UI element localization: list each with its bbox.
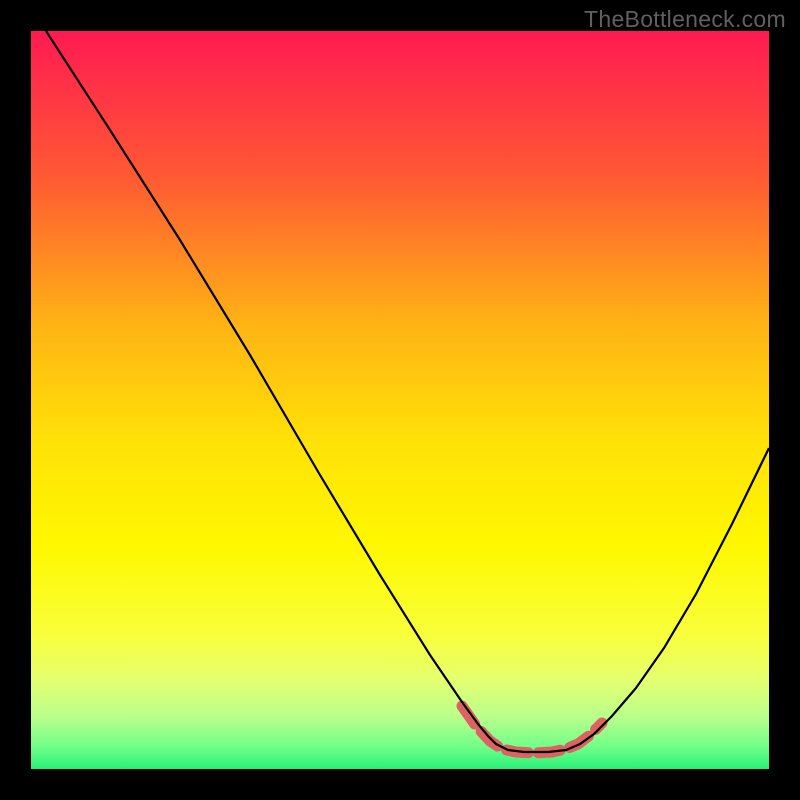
- plot-background: [31, 31, 769, 769]
- watermark-text: TheBottleneck.com: [584, 6, 786, 33]
- chart-svg: [0, 0, 800, 800]
- chart-frame: TheBottleneck.com: [0, 0, 800, 800]
